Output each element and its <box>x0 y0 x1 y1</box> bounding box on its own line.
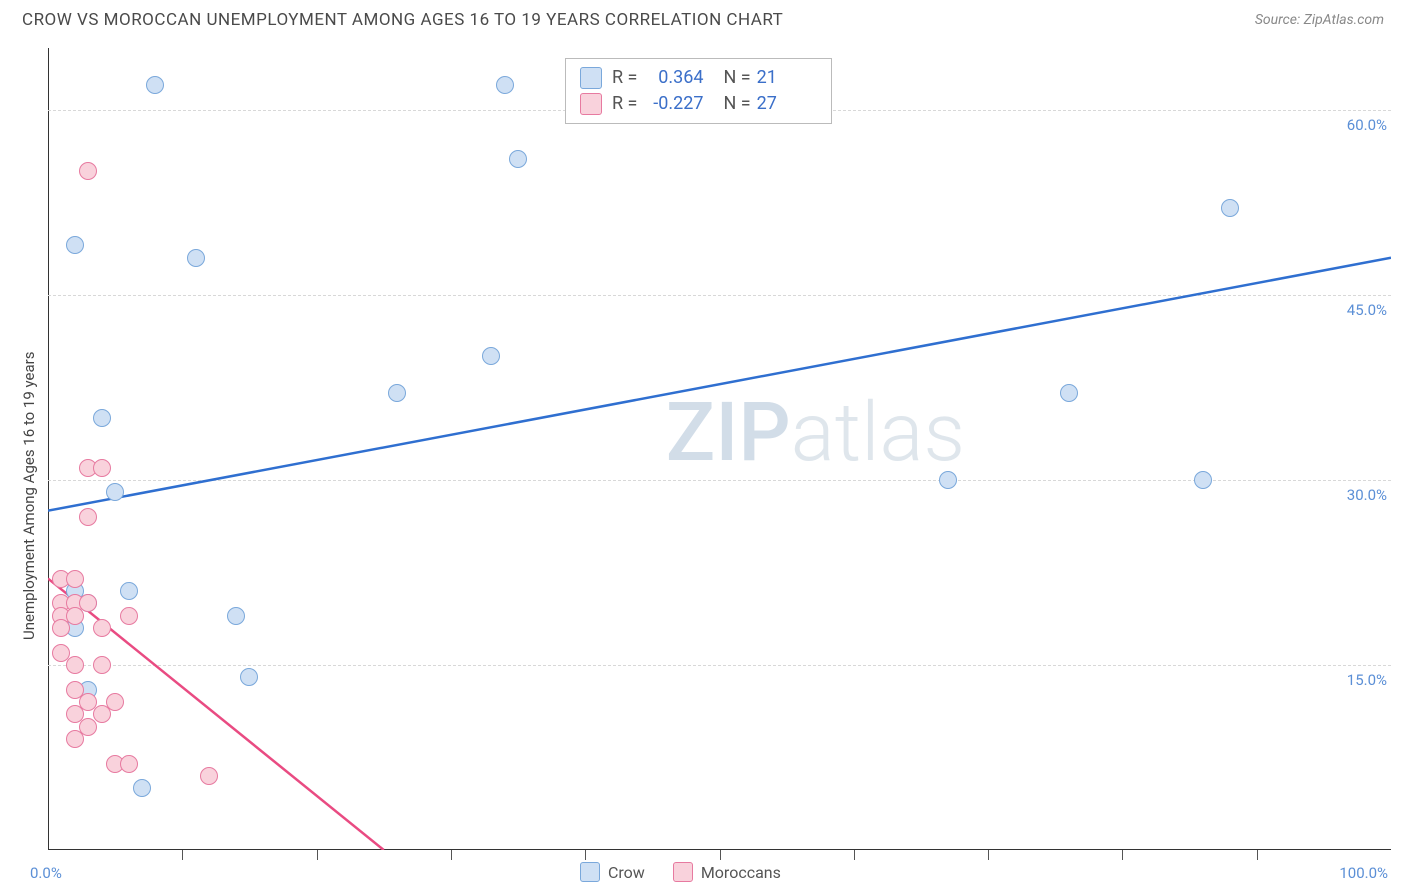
data-point <box>79 162 97 180</box>
data-point <box>93 619 111 637</box>
chart-plot-area: ZIPatlas 15.0% 30.0% 45.0% 60.0% <box>48 48 1391 850</box>
data-point <box>240 668 258 686</box>
correlation-legend: R =0.364 N = 21 R =-0.227 N = 27 <box>565 58 832 124</box>
legend-n-label: N = <box>723 65 750 91</box>
data-point <box>66 730 84 748</box>
data-point <box>120 582 138 600</box>
y-tick-label: 30.0% <box>1347 486 1387 504</box>
data-point <box>133 779 151 797</box>
legend-n-value: 27 <box>757 91 817 117</box>
x-tick <box>1122 850 1123 860</box>
regression-lines <box>48 48 1391 850</box>
legend-series-label: Crow <box>608 863 645 882</box>
legend-r-label: R = <box>612 91 637 117</box>
watermark: ZIPatlas <box>666 385 965 481</box>
legend-r-value: -0.227 <box>643 91 703 117</box>
gridline <box>48 665 1391 666</box>
data-point <box>227 607 245 625</box>
legend-row: R =-0.227 N = 27 <box>580 91 817 117</box>
gridline <box>48 480 1391 481</box>
data-point <box>93 459 111 477</box>
x-tick <box>720 850 721 860</box>
legend-row: R =0.364 N = 21 <box>580 65 817 91</box>
data-point <box>1194 471 1212 489</box>
chart-title: CROW VS MOROCCAN UNEMPLOYMENT AMONG AGES… <box>22 10 783 30</box>
y-tick-label: 45.0% <box>1347 301 1387 319</box>
legend-r-label: R = <box>612 65 637 91</box>
data-point <box>1060 384 1078 402</box>
data-point <box>79 508 97 526</box>
data-point <box>120 755 138 773</box>
legend-swatch <box>580 93 602 115</box>
x-tick <box>1257 850 1258 860</box>
legend-n-value: 21 <box>757 65 817 91</box>
data-point <box>482 347 500 365</box>
legend-swatch <box>673 862 693 882</box>
y-axis-label: Unemployment Among Ages 16 to 19 years <box>20 352 38 640</box>
x-tick <box>451 850 452 860</box>
legend-item: Moroccans <box>673 862 781 882</box>
data-point <box>388 384 406 402</box>
gridline <box>48 295 1391 296</box>
data-point <box>93 409 111 427</box>
x-tick <box>182 850 183 860</box>
data-point <box>120 607 138 625</box>
legend-swatch <box>580 67 602 89</box>
data-point <box>509 150 527 168</box>
x-tick <box>988 850 989 860</box>
data-point <box>106 483 124 501</box>
source-attribution: Source: ZipAtlas.com <box>1255 12 1384 28</box>
x-axis-min-label: 0.0% <box>30 864 62 882</box>
legend-r-value: 0.364 <box>643 65 703 91</box>
data-point <box>496 76 514 94</box>
data-point <box>200 767 218 785</box>
legend-item: Crow <box>580 862 645 882</box>
data-point <box>66 607 84 625</box>
data-point <box>1221 199 1239 217</box>
legend-series-label: Moroccans <box>701 863 781 882</box>
data-point <box>939 471 957 489</box>
legend-n-label: N = <box>723 91 750 117</box>
data-point <box>66 570 84 588</box>
y-tick-label: 15.0% <box>1347 671 1387 689</box>
x-tick <box>317 850 318 860</box>
y-axis-line <box>48 48 49 850</box>
watermark-atlas: atlas <box>791 385 965 481</box>
series-legend: Crow Moroccans <box>580 862 781 882</box>
watermark-zip: ZIP <box>666 385 791 481</box>
x-axis-max-label: 100.0% <box>1339 864 1388 882</box>
data-point <box>66 236 84 254</box>
data-point <box>187 249 205 267</box>
x-tick <box>585 850 586 860</box>
x-tick <box>854 850 855 860</box>
data-point <box>146 76 164 94</box>
chart-header: CROW VS MOROCCAN UNEMPLOYMENT AMONG AGES… <box>0 0 1406 38</box>
data-point <box>66 656 84 674</box>
data-point <box>93 705 111 723</box>
y-tick-label: 60.0% <box>1347 116 1387 134</box>
legend-swatch <box>580 862 600 882</box>
data-point <box>93 656 111 674</box>
